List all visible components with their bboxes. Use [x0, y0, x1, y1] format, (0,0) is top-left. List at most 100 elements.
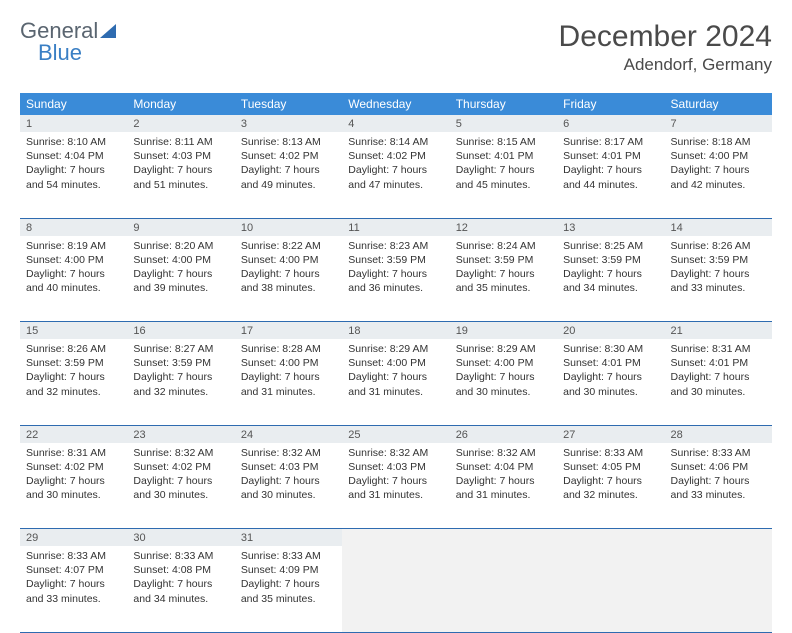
daynum-row: 22232425262728 [20, 425, 772, 443]
week-row: Sunrise: 8:33 AMSunset: 4:07 PMDaylight:… [20, 546, 772, 632]
calendar-body: 1234567Sunrise: 8:10 AMSunset: 4:04 PMDa… [20, 115, 772, 632]
day-details: Sunrise: 8:33 AMSunset: 4:09 PMDaylight:… [235, 546, 342, 610]
day-details: Sunrise: 8:24 AMSunset: 3:59 PMDaylight:… [450, 236, 557, 300]
day-details: Sunrise: 8:18 AMSunset: 4:00 PMDaylight:… [665, 132, 772, 196]
calendar-table: Sunday Monday Tuesday Wednesday Thursday… [20, 93, 772, 633]
day-number-cell: 18 [342, 322, 449, 340]
day-details: Sunrise: 8:32 AMSunset: 4:02 PMDaylight:… [127, 443, 234, 507]
day-cell: Sunrise: 8:33 AMSunset: 4:07 PMDaylight:… [20, 546, 127, 632]
page-title: December 2024 [559, 20, 772, 53]
day-cell [342, 546, 449, 632]
location-label: Adendorf, Germany [559, 55, 772, 75]
day-number-cell: 14 [665, 218, 772, 236]
day-number-cell: 10 [235, 218, 342, 236]
day-cell: Sunrise: 8:14 AMSunset: 4:02 PMDaylight:… [342, 132, 449, 218]
day-cell: Sunrise: 8:22 AMSunset: 4:00 PMDaylight:… [235, 236, 342, 322]
day-details: Sunrise: 8:13 AMSunset: 4:02 PMDaylight:… [235, 132, 342, 196]
day-cell: Sunrise: 8:32 AMSunset: 4:03 PMDaylight:… [342, 443, 449, 529]
day-cell: Sunrise: 8:27 AMSunset: 3:59 PMDaylight:… [127, 339, 234, 425]
weekday-header: Sunday [20, 93, 127, 115]
day-number-cell: 28 [665, 425, 772, 443]
day-cell: Sunrise: 8:17 AMSunset: 4:01 PMDaylight:… [557, 132, 664, 218]
day-cell: Sunrise: 8:10 AMSunset: 4:04 PMDaylight:… [20, 132, 127, 218]
weekday-header: Wednesday [342, 93, 449, 115]
day-number-cell: 15 [20, 322, 127, 340]
day-details: Sunrise: 8:26 AMSunset: 3:59 PMDaylight:… [665, 236, 772, 300]
day-details: Sunrise: 8:30 AMSunset: 4:01 PMDaylight:… [557, 339, 664, 403]
day-cell: Sunrise: 8:19 AMSunset: 4:00 PMDaylight:… [20, 236, 127, 322]
day-details: Sunrise: 8:14 AMSunset: 4:02 PMDaylight:… [342, 132, 449, 196]
weekday-header: Tuesday [235, 93, 342, 115]
day-number-cell: 24 [235, 425, 342, 443]
day-details: Sunrise: 8:33 AMSunset: 4:08 PMDaylight:… [127, 546, 234, 610]
brand-word2: Blue [38, 42, 82, 64]
day-details: Sunrise: 8:32 AMSunset: 4:03 PMDaylight:… [342, 443, 449, 507]
day-cell: Sunrise: 8:29 AMSunset: 4:00 PMDaylight:… [450, 339, 557, 425]
day-cell: Sunrise: 8:31 AMSunset: 4:01 PMDaylight:… [665, 339, 772, 425]
day-cell: Sunrise: 8:23 AMSunset: 3:59 PMDaylight:… [342, 236, 449, 322]
day-cell: Sunrise: 8:26 AMSunset: 3:59 PMDaylight:… [20, 339, 127, 425]
day-number-cell: 30 [127, 529, 234, 547]
daynum-row: 293031 [20, 529, 772, 547]
weekday-header: Thursday [450, 93, 557, 115]
day-details: Sunrise: 8:26 AMSunset: 3:59 PMDaylight:… [20, 339, 127, 403]
week-row: Sunrise: 8:10 AMSunset: 4:04 PMDaylight:… [20, 132, 772, 218]
day-number-cell: 27 [557, 425, 664, 443]
header: General Blue December 2024 Adendorf, Ger… [20, 20, 772, 75]
day-details: Sunrise: 8:28 AMSunset: 4:00 PMDaylight:… [235, 339, 342, 403]
day-details: Sunrise: 8:23 AMSunset: 3:59 PMDaylight:… [342, 236, 449, 300]
weekday-row: Sunday Monday Tuesday Wednesday Thursday… [20, 93, 772, 115]
day-cell: Sunrise: 8:18 AMSunset: 4:00 PMDaylight:… [665, 132, 772, 218]
day-cell: Sunrise: 8:11 AMSunset: 4:03 PMDaylight:… [127, 132, 234, 218]
week-row: Sunrise: 8:26 AMSunset: 3:59 PMDaylight:… [20, 339, 772, 425]
daynum-row: 891011121314 [20, 218, 772, 236]
day-cell: Sunrise: 8:29 AMSunset: 4:00 PMDaylight:… [342, 339, 449, 425]
day-cell: Sunrise: 8:32 AMSunset: 4:03 PMDaylight:… [235, 443, 342, 529]
day-cell: Sunrise: 8:33 AMSunset: 4:08 PMDaylight:… [127, 546, 234, 632]
day-cell: Sunrise: 8:13 AMSunset: 4:02 PMDaylight:… [235, 132, 342, 218]
title-block: December 2024 Adendorf, Germany [559, 20, 772, 75]
day-cell: Sunrise: 8:24 AMSunset: 3:59 PMDaylight:… [450, 236, 557, 322]
day-details: Sunrise: 8:11 AMSunset: 4:03 PMDaylight:… [127, 132, 234, 196]
day-number-cell: 25 [342, 425, 449, 443]
day-details: Sunrise: 8:33 AMSunset: 4:05 PMDaylight:… [557, 443, 664, 507]
day-cell: Sunrise: 8:20 AMSunset: 4:00 PMDaylight:… [127, 236, 234, 322]
day-details: Sunrise: 8:33 AMSunset: 4:07 PMDaylight:… [20, 546, 127, 610]
day-number-cell: 13 [557, 218, 664, 236]
day-details: Sunrise: 8:32 AMSunset: 4:04 PMDaylight:… [450, 443, 557, 507]
day-number-cell: 6 [557, 115, 664, 132]
day-details: Sunrise: 8:19 AMSunset: 4:00 PMDaylight:… [20, 236, 127, 300]
day-details: Sunrise: 8:27 AMSunset: 3:59 PMDaylight:… [127, 339, 234, 403]
day-cell: Sunrise: 8:31 AMSunset: 4:02 PMDaylight:… [20, 443, 127, 529]
day-number-cell: 26 [450, 425, 557, 443]
day-number-cell: 31 [235, 529, 342, 547]
day-details: Sunrise: 8:25 AMSunset: 3:59 PMDaylight:… [557, 236, 664, 300]
weekday-header: Saturday [665, 93, 772, 115]
day-number-cell [557, 529, 664, 547]
day-cell: Sunrise: 8:33 AMSunset: 4:06 PMDaylight:… [665, 443, 772, 529]
day-number-cell: 22 [20, 425, 127, 443]
day-details: Sunrise: 8:32 AMSunset: 4:03 PMDaylight:… [235, 443, 342, 507]
day-cell [450, 546, 557, 632]
day-number-cell: 12 [450, 218, 557, 236]
day-details: Sunrise: 8:10 AMSunset: 4:04 PMDaylight:… [20, 132, 127, 196]
day-cell [665, 546, 772, 632]
day-cell: Sunrise: 8:25 AMSunset: 3:59 PMDaylight:… [557, 236, 664, 322]
day-details: Sunrise: 8:31 AMSunset: 4:01 PMDaylight:… [665, 339, 772, 403]
calendar-head: Sunday Monday Tuesday Wednesday Thursday… [20, 93, 772, 115]
day-number-cell: 11 [342, 218, 449, 236]
day-cell: Sunrise: 8:33 AMSunset: 4:09 PMDaylight:… [235, 546, 342, 632]
day-number-cell: 21 [665, 322, 772, 340]
day-cell: Sunrise: 8:28 AMSunset: 4:00 PMDaylight:… [235, 339, 342, 425]
day-number-cell: 2 [127, 115, 234, 132]
day-cell: Sunrise: 8:33 AMSunset: 4:05 PMDaylight:… [557, 443, 664, 529]
day-number-cell: 20 [557, 322, 664, 340]
day-details: Sunrise: 8:17 AMSunset: 4:01 PMDaylight:… [557, 132, 664, 196]
day-number-cell [342, 529, 449, 547]
day-number-cell: 3 [235, 115, 342, 132]
day-details: Sunrise: 8:29 AMSunset: 4:00 PMDaylight:… [342, 339, 449, 403]
day-number-cell: 9 [127, 218, 234, 236]
day-details: Sunrise: 8:15 AMSunset: 4:01 PMDaylight:… [450, 132, 557, 196]
brand-logo: General Blue [20, 20, 116, 64]
daynum-row: 1234567 [20, 115, 772, 132]
